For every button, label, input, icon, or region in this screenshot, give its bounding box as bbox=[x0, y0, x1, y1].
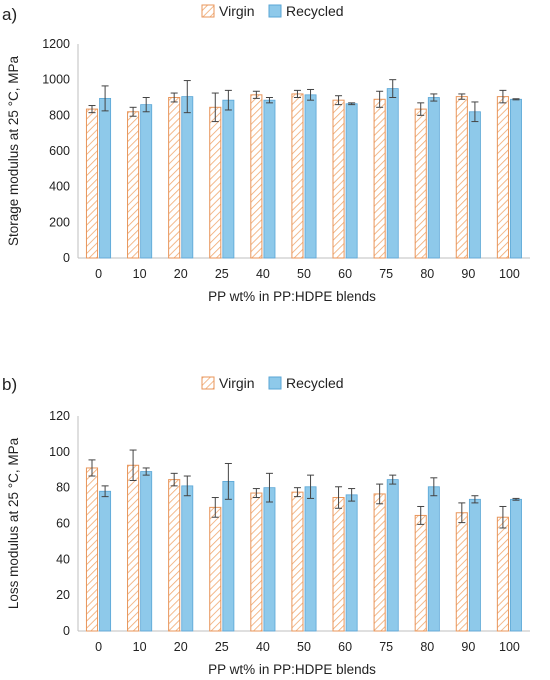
x-tick-label: 40 bbox=[256, 267, 270, 281]
x-tick-label: 0 bbox=[95, 640, 102, 654]
y-tick-label: 0 bbox=[63, 251, 70, 265]
x-tick-label: 75 bbox=[379, 267, 393, 281]
legend-swatch-virgin bbox=[201, 4, 215, 18]
legend-label-virgin: Virgin bbox=[219, 375, 255, 391]
y-tick-label: 200 bbox=[49, 215, 70, 229]
x-tick-label: 10 bbox=[133, 640, 147, 654]
bar-recycled-50 bbox=[304, 486, 317, 632]
bar-recycled-20 bbox=[181, 96, 194, 259]
bar-recycled-40 bbox=[263, 487, 276, 632]
legend-swatch-recycled bbox=[268, 4, 282, 18]
bar-recycled-10 bbox=[140, 104, 153, 259]
x-tick-label: 10 bbox=[133, 267, 147, 281]
bar-virgin-40 bbox=[250, 492, 263, 632]
x-tick-label: 25 bbox=[215, 267, 229, 281]
bar-virgin-0 bbox=[85, 108, 99, 259]
x-tick-label: 50 bbox=[297, 640, 311, 654]
y-tick-label: 0 bbox=[63, 624, 70, 638]
y-tick-label: 100 bbox=[49, 445, 70, 459]
bar-recycled-90 bbox=[468, 498, 481, 632]
x-tick-label: 75 bbox=[379, 640, 393, 654]
bar-virgin-20 bbox=[168, 479, 181, 632]
y-tick-label: 400 bbox=[49, 180, 70, 194]
bar-virgin-40 bbox=[250, 94, 263, 259]
bar-virgin-10 bbox=[127, 464, 140, 632]
bar-recycled-75 bbox=[386, 479, 399, 632]
legend-swatch-recycled bbox=[268, 376, 282, 390]
bar-recycled-80 bbox=[427, 486, 440, 632]
bar-recycled-25 bbox=[222, 99, 235, 259]
bar-virgin-60 bbox=[332, 497, 345, 632]
bar-virgin-50 bbox=[291, 491, 304, 632]
legend-label-virgin: Virgin bbox=[219, 3, 255, 19]
x-tick-label: 0 bbox=[95, 267, 102, 281]
panel-label: b) bbox=[2, 375, 17, 394]
bar-virgin-100 bbox=[496, 516, 509, 632]
x-tick-label: 90 bbox=[461, 640, 475, 654]
y-tick-label: 80 bbox=[56, 481, 70, 495]
bar-recycled-60 bbox=[345, 494, 358, 632]
x-tick-label: 60 bbox=[338, 267, 352, 281]
bar-virgin-10 bbox=[127, 111, 140, 259]
bar-virgin-80 bbox=[414, 108, 427, 259]
x-tick-label: 50 bbox=[297, 267, 311, 281]
y-tick-label: 1200 bbox=[42, 37, 70, 51]
y-axis-title: Storage modulus at 25 °C, MPa bbox=[6, 56, 21, 246]
x-tick-label: 90 bbox=[461, 267, 475, 281]
bar-recycled-0 bbox=[99, 490, 112, 632]
x-tick-label: 60 bbox=[338, 640, 352, 654]
legend-label-recycled: Recycled bbox=[286, 375, 344, 391]
bar-virgin-20 bbox=[168, 97, 181, 259]
x-tick-label: 40 bbox=[256, 640, 270, 654]
bar-recycled-75 bbox=[386, 88, 399, 259]
x-tick-label: 80 bbox=[420, 267, 434, 281]
bar-recycled-40 bbox=[263, 99, 276, 259]
bar-recycled-90 bbox=[468, 111, 481, 259]
x-tick-label: 20 bbox=[174, 267, 188, 281]
panel-label: a) bbox=[2, 5, 17, 24]
bar-virgin-25 bbox=[209, 506, 222, 632]
bar-virgin-90 bbox=[455, 96, 468, 259]
bar-recycled-100 bbox=[510, 98, 522, 259]
bar-virgin-100 bbox=[496, 96, 509, 259]
bar-virgin-80 bbox=[414, 514, 427, 632]
y-tick-label: 120 bbox=[49, 409, 70, 423]
bar-recycled-60 bbox=[345, 103, 358, 259]
bar-virgin-0 bbox=[85, 467, 99, 632]
bar-virgin-90 bbox=[455, 512, 468, 632]
legend-label-recycled: Recycled bbox=[286, 3, 344, 19]
y-axis-title: Loss modulus at 25 °C, MPa bbox=[6, 437, 21, 609]
x-axis-title: PP wt% in PP:HDPE blends bbox=[208, 289, 376, 304]
bar-recycled-0 bbox=[99, 97, 112, 259]
bar-recycled-80 bbox=[427, 97, 440, 259]
bar-virgin-75 bbox=[373, 98, 386, 259]
y-tick-label: 60 bbox=[56, 517, 70, 531]
bar-virgin-25 bbox=[209, 106, 222, 259]
y-tick-label: 800 bbox=[49, 108, 70, 122]
bar-recycled-25 bbox=[222, 480, 235, 632]
x-tick-label: 100 bbox=[499, 640, 520, 654]
bar-recycled-100 bbox=[510, 498, 522, 632]
y-tick-label: 20 bbox=[56, 588, 70, 602]
x-tick-label: 100 bbox=[499, 267, 520, 281]
bar-virgin-75 bbox=[373, 493, 386, 632]
bar-recycled-10 bbox=[140, 471, 153, 632]
y-tick-label: 1000 bbox=[42, 73, 70, 87]
x-tick-label: 20 bbox=[174, 640, 188, 654]
bar-recycled-50 bbox=[304, 94, 317, 259]
x-axis-title: PP wt% in PP:HDPE blends bbox=[208, 662, 376, 677]
legend-swatch-virgin bbox=[201, 376, 215, 390]
y-tick-label: 600 bbox=[49, 144, 70, 158]
y-tick-label: 40 bbox=[56, 552, 70, 566]
x-tick-label: 25 bbox=[215, 640, 229, 654]
x-tick-label: 80 bbox=[420, 640, 434, 654]
bar-virgin-60 bbox=[332, 99, 345, 259]
bar-recycled-20 bbox=[181, 485, 194, 632]
bar-virgin-50 bbox=[291, 93, 304, 259]
